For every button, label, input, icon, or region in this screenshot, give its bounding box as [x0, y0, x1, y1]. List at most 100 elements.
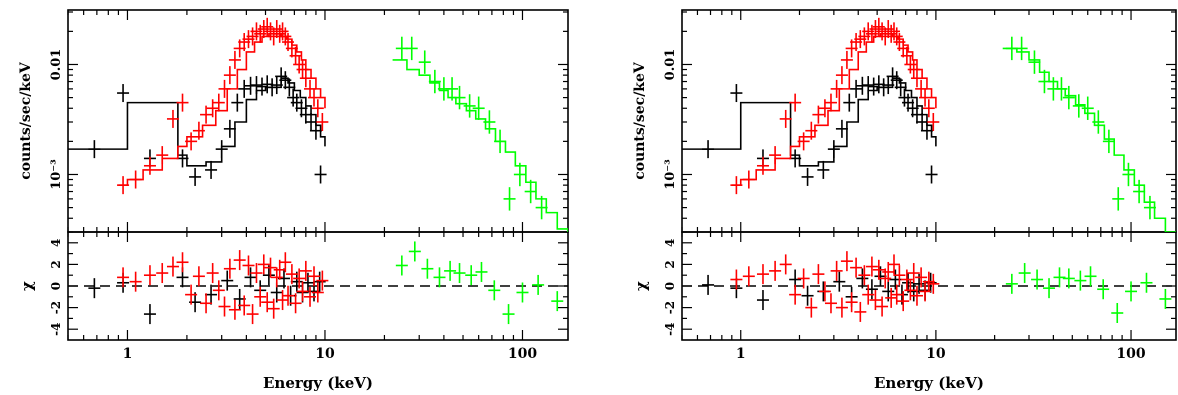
residual-point: [1111, 303, 1124, 323]
y-tick-label-top: 0.01: [663, 49, 678, 81]
residual-point: [532, 274, 545, 295]
residual-point: [117, 267, 130, 288]
data-point: [228, 50, 241, 69]
y-axis-label-residual: χ: [18, 281, 36, 291]
residual-point: [730, 269, 743, 290]
residual-point: [900, 269, 913, 290]
residual-point: [223, 258, 236, 279]
x-tick-label: 1: [123, 346, 133, 362]
data-point: [267, 27, 280, 46]
residual-y-tick-label: 0: [49, 282, 63, 290]
residual-point: [872, 259, 885, 280]
data-point: [513, 162, 526, 187]
x-tick-label: 100: [1116, 346, 1145, 362]
chart-panel-left: 1 10 100 Energy (keV) 10⁻³ 0.01 counts/sec/keV…: [18, 9, 569, 392]
residual-point: [856, 268, 869, 289]
data-point: [428, 69, 441, 94]
data-point: [273, 24, 286, 43]
data-point: [231, 93, 244, 112]
residual-point: [862, 284, 875, 305]
x-axis-label: Energy (keV): [874, 374, 984, 392]
residual-point: [185, 284, 198, 305]
residual-point: [176, 252, 189, 273]
y-tick-label-top: 10⁻³: [663, 159, 678, 190]
residual-point: [854, 301, 867, 322]
data-point: [1143, 195, 1156, 220]
data-point: [1133, 179, 1146, 204]
data-point: [156, 146, 169, 165]
residual-point: [264, 257, 277, 278]
residual-y-tick-label: 0: [663, 282, 677, 290]
residual-point: [311, 282, 324, 303]
data-point: [192, 121, 205, 140]
data-point: [789, 93, 802, 112]
residual-point: [865, 256, 878, 277]
residual-point: [129, 271, 142, 292]
residual-point: [833, 271, 846, 292]
data-point: [1092, 110, 1105, 134]
data-point: [276, 22, 289, 41]
model-step-line: [1002, 47, 1176, 232]
data-point: [756, 156, 769, 175]
y-axis-label-top: counts/sec/keV: [18, 61, 34, 180]
residual-point: [488, 280, 501, 301]
data-point: [1122, 162, 1135, 187]
residual-point: [238, 295, 251, 316]
residual-point: [262, 265, 275, 286]
data-point: [270, 20, 283, 39]
residual-point: [818, 281, 831, 302]
residual-point: [276, 290, 289, 311]
residual-point: [250, 263, 263, 284]
x-tick-label: 10: [926, 346, 946, 362]
data-point: [223, 66, 236, 85]
residual-y-tick-label: -4: [49, 323, 63, 336]
chart-panel-right: 1 10 100 Energy (keV) 10⁻³ 0.01 counts/sec/keV…: [632, 9, 1177, 392]
data-point: [483, 110, 496, 134]
residual-point: [840, 251, 853, 272]
residual-point: [756, 290, 769, 311]
residual-point: [1159, 288, 1172, 309]
residual-point: [1053, 267, 1066, 288]
residual-y-tick-label: 4: [49, 239, 63, 247]
data-point: [305, 113, 318, 131]
x-tick-label: 100: [508, 346, 537, 362]
residual-point: [282, 285, 295, 306]
residual-point: [1018, 263, 1031, 284]
residual-point: [200, 293, 213, 314]
residual-point: [779, 254, 792, 275]
data-point: [850, 79, 863, 98]
residual-point: [927, 273, 940, 294]
data-point: [206, 99, 219, 118]
data-point: [730, 84, 743, 103]
data-point: [920, 121, 933, 140]
data-point: [535, 195, 548, 220]
residual-point: [812, 264, 825, 285]
data-point: [843, 93, 856, 112]
residual-point: [408, 241, 421, 262]
data-point: [812, 105, 825, 124]
residual-point: [444, 260, 457, 281]
data-point: [215, 140, 228, 159]
model-step-line: [392, 59, 568, 232]
data-point: [212, 93, 225, 112]
data-point: [1055, 77, 1068, 101]
data-point: [503, 187, 516, 211]
residual-point: [1062, 268, 1075, 289]
residual-point: [433, 267, 446, 288]
data-point: [907, 60, 920, 79]
residual-point: [1031, 269, 1044, 290]
residual-point: [244, 267, 257, 288]
data-point: [885, 24, 898, 43]
top-plot-frame: [681, 9, 1177, 233]
residual-point: [475, 261, 488, 282]
data-point: [250, 76, 263, 95]
residual-point: [801, 285, 814, 306]
residual-point: [742, 266, 755, 287]
data-point: [143, 156, 156, 175]
residual-point: [1140, 272, 1153, 293]
data-point: [827, 140, 840, 159]
x-axis-label: Energy (keV): [263, 374, 373, 392]
residual-point: [254, 286, 267, 307]
data-point: [264, 22, 277, 41]
